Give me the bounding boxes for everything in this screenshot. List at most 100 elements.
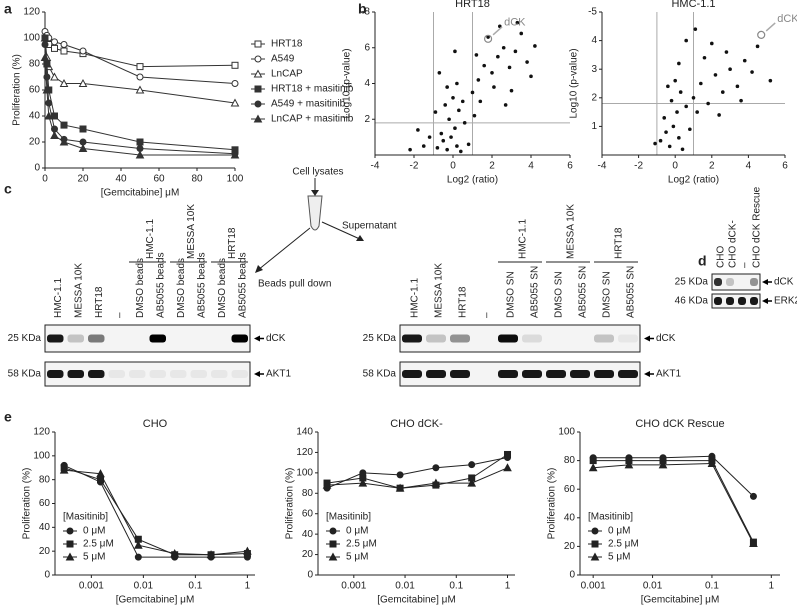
y-tick-label: 0	[44, 570, 50, 581]
point	[678, 90, 683, 94]
marker	[41, 41, 49, 48]
marker	[254, 100, 262, 108]
marker	[231, 61, 239, 69]
y-tick-label: 80	[29, 59, 41, 70]
legend-label: 0 μM	[608, 526, 630, 537]
point	[684, 38, 688, 43]
marker	[78, 143, 88, 152]
marker	[96, 469, 105, 478]
marker	[591, 527, 599, 535]
band	[618, 370, 638, 378]
size-marker: 25 KDa	[8, 333, 42, 344]
band	[426, 334, 446, 343]
point	[728, 67, 732, 71]
y-axis-label: Proliferation (%)	[285, 468, 296, 540]
marker	[136, 63, 144, 71]
arrow	[257, 227, 311, 271]
point	[472, 113, 477, 118]
panel-label: b	[358, 1, 367, 17]
marker	[329, 540, 337, 548]
blot-frame	[711, 273, 761, 291]
marker	[45, 99, 53, 107]
panel-label: c	[4, 181, 12, 197]
marker	[50, 72, 59, 81]
point	[408, 147, 412, 152]
x-tick-label: -4	[598, 161, 607, 172]
x-tick-label: 6	[782, 161, 788, 172]
band	[149, 334, 166, 343]
point	[529, 74, 533, 79]
marker	[135, 150, 145, 159]
point	[693, 27, 698, 31]
panel-label: a	[4, 1, 12, 17]
lane-label: DMSO beads	[176, 258, 187, 318]
blot-frame	[399, 324, 641, 353]
band	[726, 297, 734, 305]
band	[522, 370, 542, 378]
legend-label: 0 μM	[83, 526, 105, 537]
lane-label: –	[740, 262, 751, 268]
point	[416, 128, 420, 132]
marker	[66, 540, 74, 548]
point	[466, 142, 471, 147]
y-tick-label: 60	[39, 498, 51, 509]
point	[455, 144, 459, 148]
marker	[78, 78, 88, 87]
y-axis-label: Proliferation (%)	[12, 54, 23, 126]
marker	[60, 47, 68, 55]
marker	[590, 552, 600, 561]
point	[666, 84, 670, 89]
point	[653, 141, 657, 146]
x-tick-label: -2	[410, 161, 419, 172]
x-axis-label: [Gemcitabine] μM	[641, 595, 720, 606]
point	[462, 121, 467, 125]
point	[735, 84, 740, 89]
point	[688, 127, 692, 132]
marker	[253, 69, 263, 78]
x-axis-label: Log2 (ratio)	[447, 175, 498, 186]
y-axis-label: Log10 (p-value)	[342, 48, 353, 118]
series-line	[326, 467, 508, 489]
band	[67, 370, 84, 378]
lane-label: CHO dCK Rescue	[752, 186, 763, 268]
point	[699, 81, 703, 86]
point	[515, 20, 520, 25]
marker	[42, 85, 52, 94]
x-tick-label: 1	[245, 581, 251, 592]
point	[476, 78, 481, 82]
y-tick-label: 6	[364, 42, 370, 53]
marker	[40, 52, 50, 61]
series-line	[593, 455, 754, 497]
lane-label: –	[482, 312, 493, 318]
marker	[467, 478, 477, 487]
panel-label: e	[4, 409, 12, 425]
y-tick-label: 80	[39, 474, 51, 485]
point	[492, 85, 496, 89]
lane-label: AB5055 beads	[196, 252, 207, 318]
point	[427, 135, 432, 139]
band	[726, 278, 734, 286]
band	[498, 334, 518, 343]
size-marker: 25 KDa	[675, 277, 709, 288]
lane-label: HRT18	[94, 286, 105, 318]
x-tick-label: 0.01	[134, 581, 154, 592]
point	[507, 65, 512, 70]
point	[750, 70, 754, 74]
y-tick-label: -5	[588, 7, 597, 18]
point	[717, 113, 721, 117]
point	[684, 104, 688, 109]
series-line	[64, 469, 248, 556]
band	[714, 278, 722, 286]
marker	[41, 34, 49, 42]
x-axis-label: Log2 (ratio)	[668, 175, 719, 186]
x-tick-label: 0	[672, 161, 678, 172]
chart-title: CHO dCK Rescue	[635, 418, 724, 430]
point	[662, 116, 667, 120]
band	[546, 370, 566, 378]
marker	[170, 548, 180, 558]
point	[451, 96, 455, 100]
protein-label: AKT1	[266, 369, 291, 380]
marker	[230, 150, 240, 159]
annotation-arrow	[765, 22, 776, 32]
group-label: HMC-1.1	[518, 219, 529, 259]
